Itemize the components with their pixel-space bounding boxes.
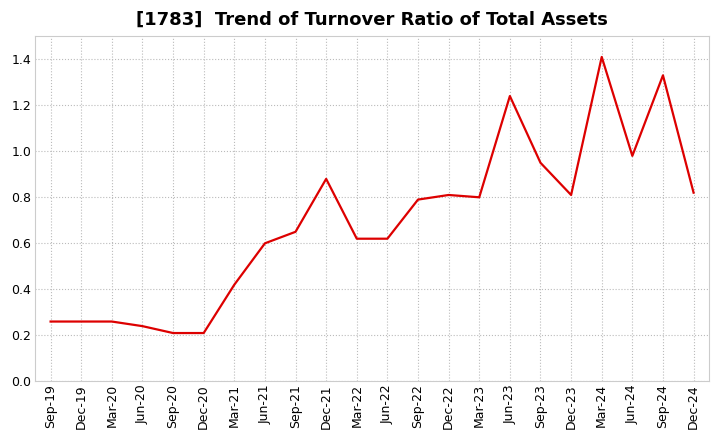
Title: [1783]  Trend of Turnover Ratio of Total Assets: [1783] Trend of Turnover Ratio of Total … — [136, 11, 608, 29]
